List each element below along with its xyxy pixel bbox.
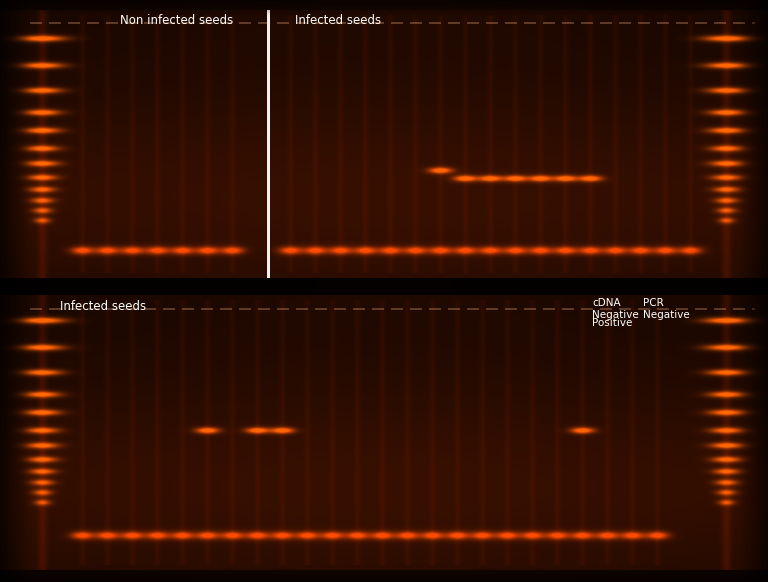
Text: cDNA
Negative: cDNA Negative <box>592 298 639 320</box>
Text: Infected seeds: Infected seeds <box>295 14 381 27</box>
Text: Infected seeds: Infected seeds <box>60 300 146 313</box>
Text: Positive: Positive <box>592 318 632 328</box>
Text: Non infected seeds: Non infected seeds <box>120 14 233 27</box>
Text: PCR
Negative: PCR Negative <box>643 298 690 320</box>
